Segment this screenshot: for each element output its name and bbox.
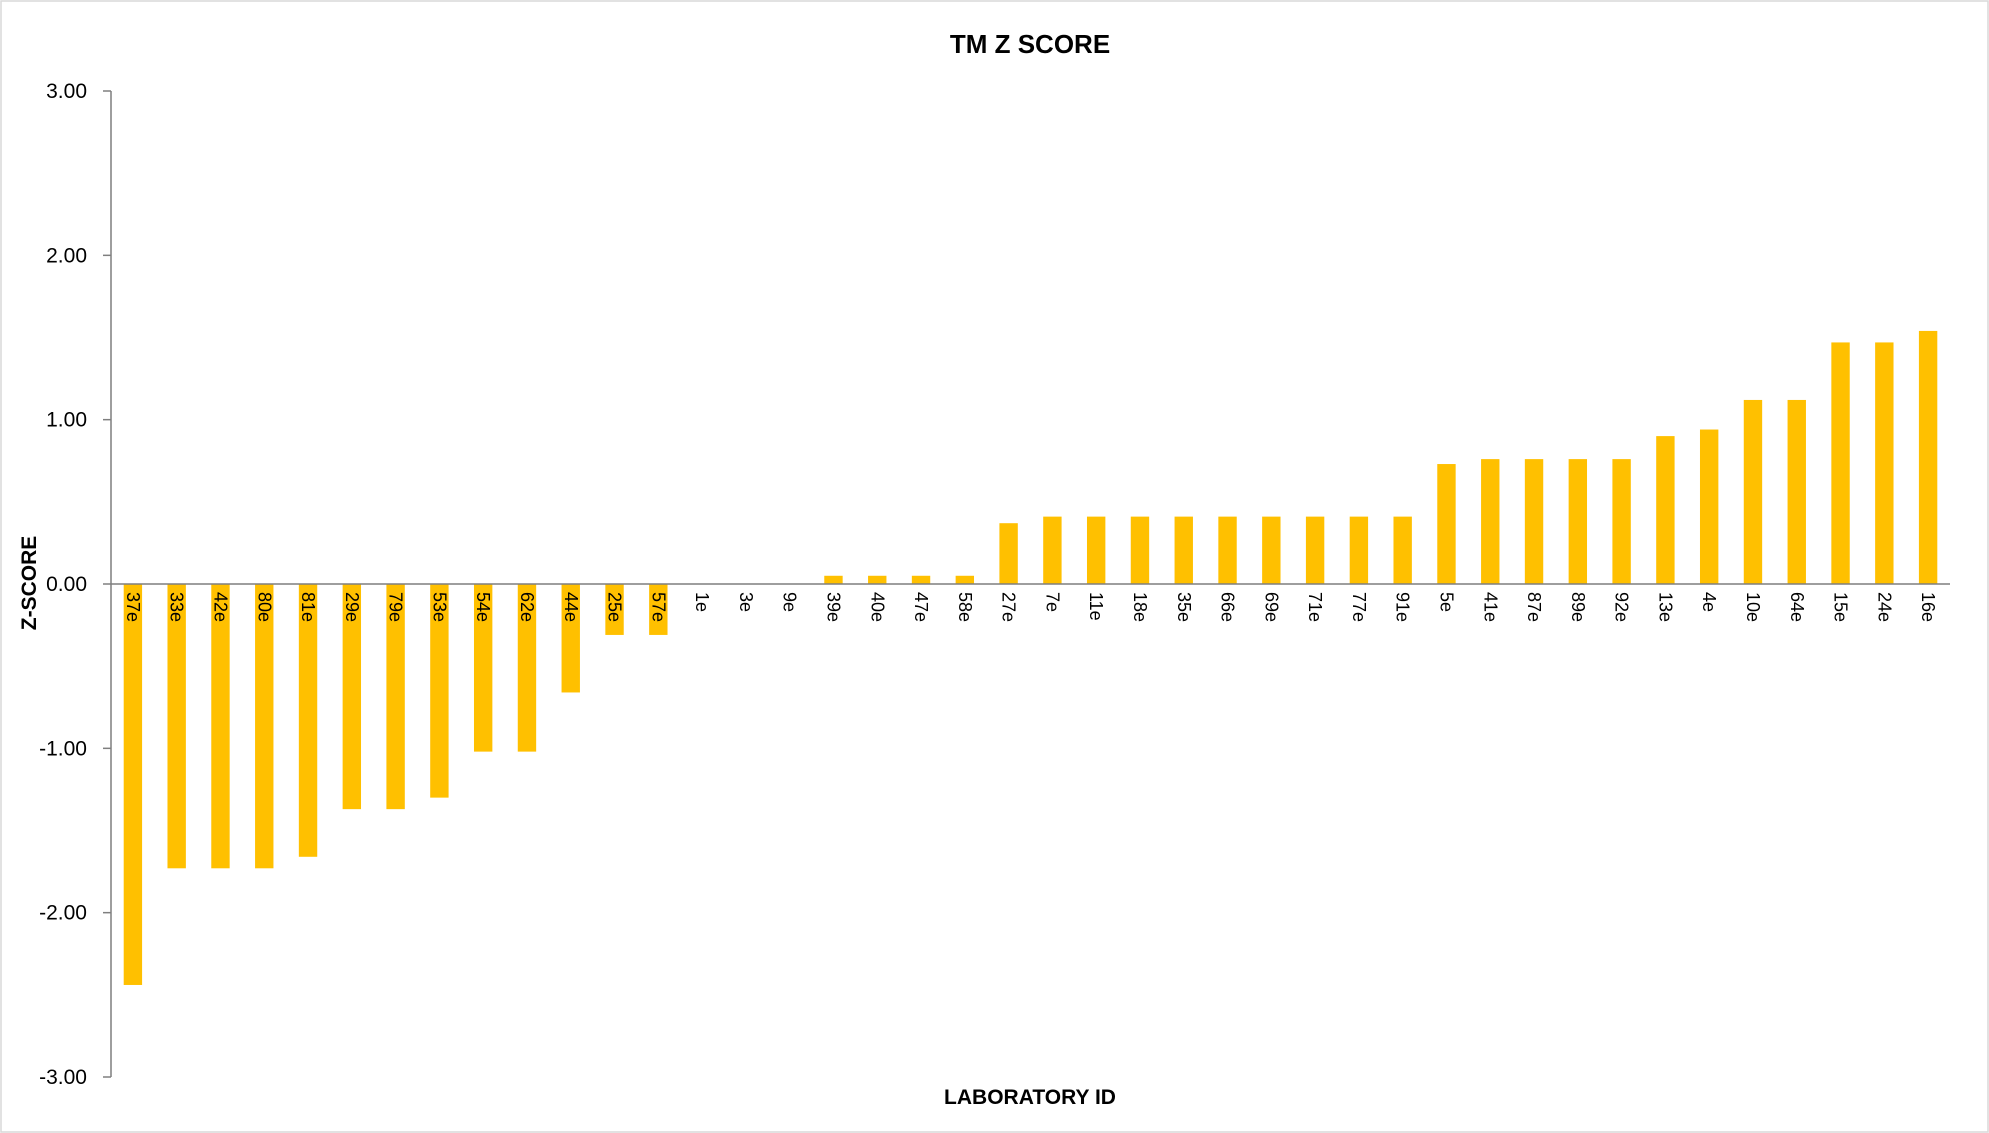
- bar-39e: [824, 575, 843, 584]
- x-tick-label: 91e: [1393, 592, 1413, 622]
- x-tick-label: 10e: [1743, 592, 1763, 622]
- x-tick-label: 41e: [1480, 592, 1500, 622]
- bar-47e: [911, 575, 931, 584]
- bar-33e: [167, 584, 186, 869]
- y-tick-label: -1.00: [39, 737, 87, 760]
- bar-89e: [1568, 459, 1588, 584]
- x-tick-label: 87e: [1524, 592, 1544, 622]
- x-tick-label: 47e: [911, 592, 931, 622]
- x-tick-label: 89e: [1568, 592, 1588, 622]
- bar-7e: [1043, 516, 1062, 584]
- y-tick-label: -2.00: [39, 902, 87, 925]
- bar-15e: [1831, 342, 1850, 584]
- bar-35e: [1174, 516, 1193, 584]
- bar-5e: [1437, 464, 1456, 584]
- bar-42e: [211, 584, 230, 869]
- chart-title: TM Z SCORE: [950, 29, 1110, 59]
- bar-71e: [1305, 516, 1325, 584]
- bar-4e: [1699, 429, 1719, 584]
- y-axis-title: Z-SCORE: [18, 536, 41, 631]
- bar-92e: [1612, 459, 1631, 584]
- x-tick-label: 81e: [298, 592, 318, 622]
- bar-10e: [1743, 399, 1763, 584]
- axes-layer: 3.00 2.00 1.00 0.00 -1.00 -2.00 -3.00: [39, 80, 1950, 1089]
- x-tick-label: 4e: [1699, 592, 1719, 612]
- bar-41e: [1481, 459, 1500, 584]
- bar-37e: [123, 584, 143, 985]
- x-tick-label: 80e: [254, 592, 274, 622]
- bar-62e: [517, 584, 537, 752]
- bar-57e: [649, 584, 668, 635]
- bar-79e: [386, 584, 405, 810]
- bar-91e: [1393, 516, 1412, 584]
- x-tick-label: 42e: [210, 592, 230, 622]
- x-tick-label: 71e: [1305, 592, 1325, 622]
- bar-11e: [1086, 516, 1106, 584]
- bar-53e: [430, 584, 449, 798]
- x-tick-label: 29e: [342, 592, 362, 622]
- x-tick-label: 24e: [1874, 592, 1894, 622]
- y-tick-label: 0.00: [46, 573, 87, 596]
- bars-layer: [123, 330, 1938, 985]
- x-tick-label: 79e: [386, 592, 406, 622]
- bar-69e: [1262, 516, 1281, 584]
- y-tick-label: -3.00: [39, 1066, 87, 1089]
- x-tick-label: 69e: [1261, 592, 1281, 622]
- bar-77e: [1349, 516, 1369, 584]
- bar-64e: [1787, 399, 1806, 584]
- x-axis-title: LABORATORY ID: [944, 1086, 1116, 1109]
- x-tick-label: 16e: [1918, 592, 1938, 622]
- x-tick-label: 13e: [1655, 592, 1675, 622]
- x-tick-label: 37e: [123, 592, 143, 622]
- x-tick-label: 58e: [955, 592, 975, 622]
- bar-40e: [868, 575, 887, 584]
- bar-18e: [1130, 516, 1150, 584]
- x-tick-label: 40e: [867, 592, 887, 622]
- x-tick-label: 9e: [780, 592, 800, 612]
- x-tick-label: 35e: [1174, 592, 1194, 622]
- x-tick-label: 54e: [473, 592, 493, 622]
- x-tick-label: 15e: [1831, 592, 1851, 622]
- y-tick-label: 1.00: [46, 409, 87, 432]
- y-tick-label: 3.00: [46, 80, 87, 103]
- x-tick-label: 11e: [1086, 592, 1106, 621]
- bar-44e: [561, 584, 580, 693]
- bar-24e: [1875, 342, 1894, 584]
- bar-66e: [1218, 516, 1237, 584]
- x-tick-label: 33e: [167, 592, 187, 622]
- bar-29e: [342, 584, 362, 810]
- x-tick-label: 92e: [1612, 592, 1632, 622]
- x-tick-label: 1e: [692, 592, 712, 612]
- bar-13e: [1656, 436, 1675, 584]
- x-tick-label: 5e: [1436, 592, 1456, 612]
- x-tick-label: 62e: [517, 592, 537, 622]
- x-tick-label: 27e: [999, 592, 1019, 622]
- x-tick-label: 66e: [1218, 592, 1238, 622]
- x-tick-label: 77e: [1349, 592, 1369, 622]
- x-tick-label: 64e: [1787, 592, 1807, 622]
- bar-87e: [1524, 459, 1544, 584]
- bar-27e: [999, 523, 1018, 584]
- bar-80e: [255, 584, 274, 869]
- bar-25e: [605, 584, 624, 635]
- bar-58e: [955, 575, 975, 584]
- x-tick-label: 7e: [1042, 592, 1062, 612]
- y-tick-label: 2.00: [46, 244, 87, 267]
- bar-54e: [473, 584, 493, 752]
- x-tick-label: 44e: [561, 592, 581, 622]
- bar-16e: [1918, 330, 1938, 584]
- x-tick-label: 25e: [605, 592, 625, 622]
- x-tick-label: 53e: [429, 592, 449, 622]
- x-tick-label: 3e: [736, 592, 756, 612]
- x-tick-label: 18e: [1130, 592, 1150, 622]
- x-tick-label: 39e: [823, 592, 843, 622]
- category-labels-layer: 37e 33e 42e 80e 81e 29e 79e 53e 54e 62e 44e 25e 57e 1…: [123, 592, 1938, 622]
- bar-81e: [298, 584, 318, 857]
- x-tick-label: 57e: [648, 592, 668, 622]
